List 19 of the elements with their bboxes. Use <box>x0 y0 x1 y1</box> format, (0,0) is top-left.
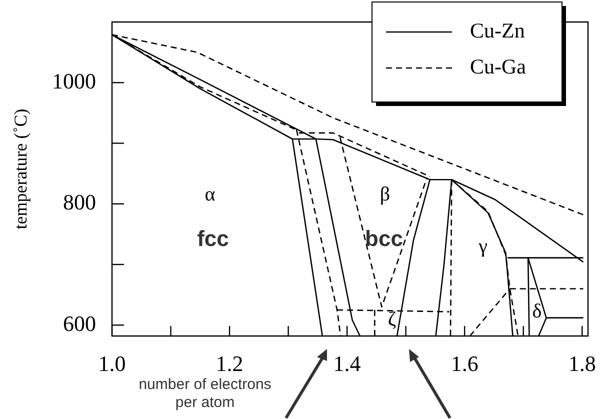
annotation: γ <box>478 235 488 258</box>
x-tick-label: 1.0 <box>98 350 126 376</box>
annotation: bcc <box>365 226 403 252</box>
legend-label: Cu-Zn <box>470 18 526 43</box>
y-axis-title: temperature (˚C) <box>10 108 31 230</box>
annotation: δ <box>532 300 542 322</box>
annotation: α <box>204 183 216 206</box>
legend-label: Cu-Ga <box>470 54 527 79</box>
annotation: β <box>380 183 390 206</box>
x-tick-label: 1.4 <box>333 350 361 376</box>
x-axis-title: number of electrons per atom <box>138 376 272 412</box>
x-tick-label: 1.8 <box>568 350 596 376</box>
annotation: ζ <box>388 308 396 330</box>
y-tick-label: 800 <box>63 190 96 215</box>
x-tick-label: 1.6 <box>450 350 478 376</box>
annotation: fcc <box>197 226 229 252</box>
x-tick-label: 1.2 <box>216 350 244 376</box>
y-tick-label: 600 <box>63 310 96 336</box>
y-tick-label: 1000 <box>52 68 96 94</box>
